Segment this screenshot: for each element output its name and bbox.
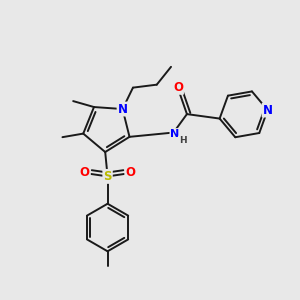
Text: H: H <box>179 136 186 146</box>
Text: N: N <box>170 129 180 139</box>
Text: N: N <box>118 103 128 116</box>
Text: O: O <box>173 81 183 94</box>
Text: O: O <box>125 166 136 179</box>
Text: S: S <box>103 170 112 183</box>
Text: O: O <box>80 166 90 179</box>
Text: N: N <box>262 103 273 117</box>
